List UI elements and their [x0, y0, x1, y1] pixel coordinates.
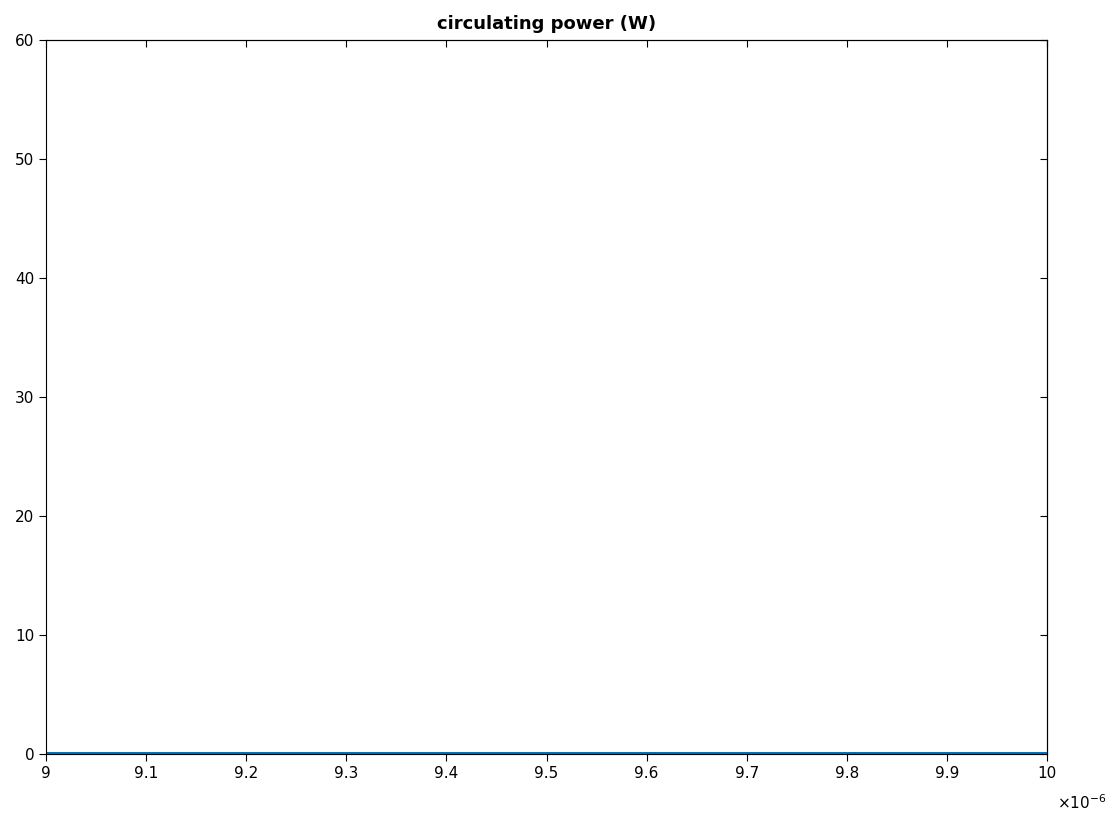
Text: $\times10^{-6}$: $\times10^{-6}$	[1057, 793, 1107, 812]
Title: circulating power (W): circulating power (W)	[437, 15, 656, 33]
